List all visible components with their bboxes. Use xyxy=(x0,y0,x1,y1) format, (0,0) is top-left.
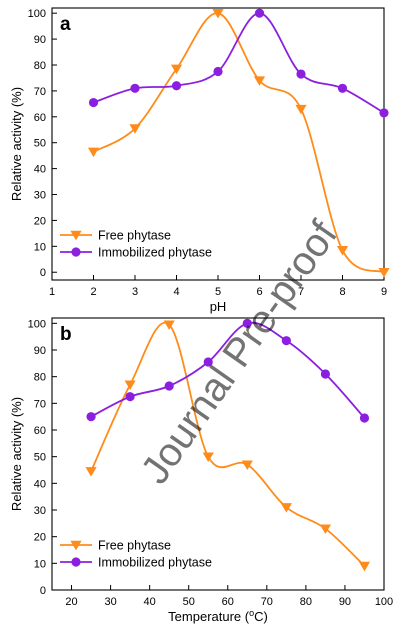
y-tick-label: 0 xyxy=(40,267,46,279)
series-free-phytase xyxy=(85,320,371,572)
data-point xyxy=(87,147,100,158)
x-tick-label: 60 xyxy=(222,596,234,608)
data-point xyxy=(242,318,252,328)
y-tick-label: 40 xyxy=(34,478,46,490)
x-tick-label: 4 xyxy=(173,286,179,298)
y-tick-label: 10 xyxy=(34,558,46,570)
legend-marker xyxy=(70,230,82,241)
data-point xyxy=(125,392,135,402)
y-tick-label: 50 xyxy=(34,452,46,464)
x-tick-label: 100 xyxy=(375,596,393,608)
data-point xyxy=(86,412,96,422)
legend: Free phytase Immobilized phytase xyxy=(60,539,212,570)
y-tick-label: 60 xyxy=(34,112,46,124)
series-immobilized-phytase xyxy=(88,8,389,118)
x-axis-title: Temperature (oC) xyxy=(168,608,268,624)
legend-label: Free phytase xyxy=(98,539,171,553)
y-tick-label: 70 xyxy=(34,398,46,410)
data-point xyxy=(359,413,370,423)
x-tick-label: 40 xyxy=(144,596,156,608)
y-tick-label: 90 xyxy=(34,34,46,46)
y-tick-label: 0 xyxy=(40,585,46,597)
y-tick-label: 80 xyxy=(34,60,46,72)
legend: Free phytase Immobilized phytase xyxy=(60,229,212,260)
y-tick-label: 70 xyxy=(34,86,46,98)
data-point xyxy=(203,357,213,367)
y-axis-title: Relative activity (%) xyxy=(9,87,24,201)
y-tick-label: 10 xyxy=(34,241,46,253)
x-tick-label: 9 xyxy=(381,286,387,298)
legend-label: Free phytase xyxy=(98,229,171,243)
data-point xyxy=(336,246,349,256)
data-point xyxy=(253,76,266,86)
data-point xyxy=(171,81,182,91)
data-point xyxy=(213,66,223,77)
x-tick-label: 3 xyxy=(132,286,138,298)
legend-label: Immobilized phytase xyxy=(98,246,212,260)
series-line xyxy=(93,12,385,114)
x-axis-title: pH xyxy=(210,299,227,314)
x-tick-label: 5 xyxy=(215,286,221,298)
panel-label: b xyxy=(60,324,72,345)
y-tick-label: 100 xyxy=(28,8,46,20)
x-tick-label: 70 xyxy=(261,596,273,608)
data-point xyxy=(281,336,291,346)
y-tick-label: 50 xyxy=(34,138,46,150)
y-tick-label: 40 xyxy=(34,164,46,176)
x-tick-label: 90 xyxy=(339,596,351,608)
y-axis-title: Relative activity (%) xyxy=(9,397,24,511)
y-tick-label: 90 xyxy=(34,345,46,357)
data-point xyxy=(241,460,253,470)
series-immobilized-phytase xyxy=(86,318,370,423)
data-point xyxy=(202,452,214,462)
x-tick-label: 2 xyxy=(90,286,96,298)
data-point xyxy=(337,83,348,93)
x-tick-label: 50 xyxy=(183,596,195,608)
data-point xyxy=(129,124,141,134)
y-tick-label: 60 xyxy=(34,425,46,437)
chart-panel-a: a1 2 3 4 5 6 7 8 90102030405060708090100pHRelati… xyxy=(9,7,390,314)
data-point xyxy=(320,369,331,379)
data-point xyxy=(130,83,140,93)
y-tick-label: 80 xyxy=(34,372,46,384)
x-tick-label: 80 xyxy=(300,596,312,608)
x-tick-label: 1 xyxy=(49,286,55,298)
data-point xyxy=(124,380,136,390)
data-point xyxy=(170,64,183,75)
y-tick-label: 100 xyxy=(28,318,46,330)
legend-marker xyxy=(71,557,81,567)
data-point xyxy=(280,503,292,513)
legend-marker xyxy=(70,540,82,551)
x-tick-label: 7 xyxy=(298,286,304,298)
y-tick-label: 20 xyxy=(34,532,46,544)
data-point xyxy=(212,8,224,19)
series-line xyxy=(93,12,385,274)
data-point xyxy=(163,320,175,330)
data-point xyxy=(378,268,390,278)
data-point xyxy=(358,561,371,572)
legend-marker xyxy=(71,247,81,257)
x-tick-label: 30 xyxy=(104,596,116,608)
y-tick-label: 30 xyxy=(34,505,46,517)
x-tick-label: 6 xyxy=(256,286,262,298)
y-tick-label: 20 xyxy=(34,215,46,227)
chart-panel-b: b 20 30 40 50 60 70 80 90 100 0 10 20 30 40 50 60 70 80 90 1… xyxy=(9,317,393,624)
data-point xyxy=(254,8,265,18)
data-point xyxy=(296,69,306,79)
data-point xyxy=(379,108,389,118)
panel-label: a xyxy=(60,14,71,35)
data-point xyxy=(85,467,97,477)
x-tick-label: 8 xyxy=(339,286,345,298)
series-free-phytase xyxy=(87,8,390,278)
data-point xyxy=(88,97,99,108)
data-point xyxy=(319,524,332,534)
y-tick-label: 30 xyxy=(34,190,46,202)
data-point xyxy=(295,104,307,115)
legend-label: Immobilized phytase xyxy=(98,556,212,570)
plot-frame xyxy=(51,317,385,591)
x-tick-label: 20 xyxy=(65,596,77,608)
data-point xyxy=(164,381,174,391)
